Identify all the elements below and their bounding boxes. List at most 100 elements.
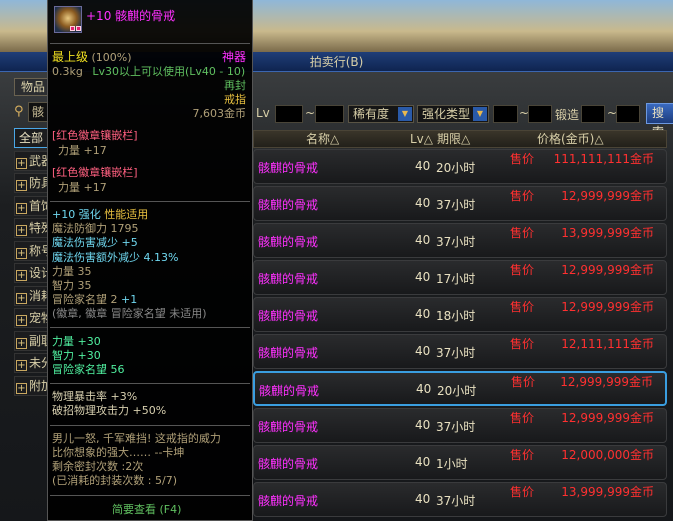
item-period: 18小时 (436, 309, 476, 323)
level-requirement: Lv30以上可以使用(Lv40 - 10) (92, 65, 246, 78)
sale-label: 售价 (510, 411, 535, 425)
flavor-text: 男儿一怒, 千军难挡! 这戒指的威力 (52, 432, 221, 445)
category-label: 防具 (29, 176, 47, 190)
search-input[interactable]: 骸 (28, 102, 50, 122)
table-row[interactable]: 骸麒的骨戒 40 37小时 售价 12,999,999金币 (253, 186, 667, 221)
item-name: 骸麒的骨戒 (258, 235, 319, 249)
item-level: 40 (415, 159, 431, 173)
tilde: ~ (519, 106, 530, 120)
stat-line: 力量 35 (52, 265, 92, 278)
slot-value: +17 (83, 181, 107, 194)
reseal: 再封 (224, 79, 246, 92)
rarity-dropdown[interactable]: 稀有度 ▼ (348, 105, 414, 123)
item-name: 骸麒的骨戒 (258, 457, 319, 471)
grade: 最上级 (52, 50, 89, 64)
tab-items[interactable]: 物品 (14, 78, 48, 96)
item-level: 40 (415, 418, 431, 432)
sort-lv[interactable]: Lv△ (410, 132, 434, 146)
forge-min-input[interactable] (581, 105, 605, 123)
category-item[interactable]: +附加 (14, 375, 48, 396)
forge-max-input[interactable] (616, 105, 640, 123)
category-item[interactable]: +武器 (14, 150, 48, 171)
lv-label: Lv (256, 106, 270, 120)
category-label: 副职 (29, 333, 47, 348)
category-item[interactable]: +消耗 (14, 285, 48, 306)
stat-line: 冒险家名望 2 (52, 293, 118, 306)
category-label: 消耗 (29, 288, 47, 303)
category-label: 附加 (29, 378, 47, 393)
table-row[interactable]: 骸麒的骨戒 40 37小时 售价 12,999,999金币 (253, 408, 667, 443)
expand-icon: + (16, 292, 27, 304)
item-tooltip: +10 骸麒的骨戒 最上级 (100%) 神器 0.3kg Lv30以上可以使用… (47, 0, 253, 521)
stat-line: 魔法防御力 1795 (52, 222, 139, 235)
category-item[interactable]: +特殊 (14, 218, 48, 238)
expand-icon: + (16, 225, 27, 236)
table-row[interactable]: 骸麒的骨戒 40 17小时 售价 12,999,999金币 (253, 260, 667, 295)
item-name: 骸麒的骨戒 (258, 494, 319, 508)
stat-line: 魔法伤害额外减少 4.13% (52, 251, 179, 264)
rarity-label: 稀有度 (353, 107, 390, 121)
enhance-level: +10 强化 (52, 208, 101, 221)
chevron-down-icon: ▼ (398, 107, 412, 121)
item-price: 12,999,999金币 (561, 411, 654, 425)
sale-label: 售价 (510, 448, 535, 462)
item-period: 37小时 (436, 494, 476, 508)
lv-max-input[interactable] (315, 105, 344, 123)
column-header: 名称△ Lv△ 期限△ 价格(金币)△ (253, 130, 667, 148)
special-stat: 破招物理攻击力 +50% (52, 404, 167, 417)
expand-icon: + (16, 270, 27, 281)
item-period: 20小时 (437, 384, 477, 398)
category-item[interactable]: 全部 (14, 128, 48, 148)
sort-name[interactable]: 名称△ (306, 132, 340, 146)
chevron-down-icon: ▼ (473, 107, 487, 121)
search-button[interactable]: 搜索 (646, 103, 673, 139)
enhance-min-input[interactable] (493, 105, 518, 123)
table-row[interactable]: 骸麒的骨戒 40 37小时 售价 13,999,999金币 (253, 223, 667, 258)
item-name: 骸麒的骨戒 (259, 384, 320, 398)
enhance-type-label: 强化类型 (422, 107, 471, 121)
special-stat: 物理暴击率 +3% (52, 390, 138, 403)
table-row[interactable]: 骸麒的骨戒 40 1小时 售价 12,000,000金币 (253, 445, 667, 480)
sort-price[interactable]: 价格(金币)△ (537, 132, 604, 146)
table-row[interactable]: 骸麒的骨戒 40 18小时 售价 12,999,999金币 (253, 297, 667, 332)
tilde: ~ (305, 106, 316, 120)
category-label: 全部 (18, 131, 43, 145)
brief-view-hint: 简要查看 (F4) (112, 503, 182, 516)
item-name: 骸麒的骨戒 (258, 346, 319, 360)
sale-label: 售价 (510, 485, 535, 499)
item-period: 37小时 (436, 235, 476, 249)
category-label: 称号 (29, 243, 47, 258)
category-item[interactable]: +未分 (14, 353, 48, 373)
item-price: 12,999,999金币 (560, 375, 653, 389)
category-item[interactable]: +宠物 (14, 308, 48, 328)
category-item[interactable]: +副职 (14, 330, 48, 351)
sale-label: 售价 (510, 189, 535, 203)
table-row[interactable]: 骸麒的骨戒 40 20小时 售价 12,999,999金币 (253, 371, 667, 406)
table-row[interactable]: 骸麒的骨戒 40 20小时 售价 111,111,111金币 (253, 149, 667, 184)
item-name: 骸麒的骨戒 (258, 272, 319, 286)
sort-period[interactable]: 期限△ (437, 132, 471, 146)
stat-line: 智力 35 (52, 279, 92, 292)
sale-label: 售价 (510, 263, 535, 277)
category-item[interactable]: +称号 (14, 240, 48, 261)
stat-bonus: +1 (121, 293, 138, 306)
table-row[interactable]: 骸麒的骨戒 40 37小时 售价 12,111,111金币 (253, 334, 667, 369)
table-row[interactable]: 骸麒的骨戒 40 37小时 售价 13,999,999金币 (253, 482, 667, 517)
item-level: 40 (415, 196, 431, 210)
forge-label: 锻造 (555, 108, 580, 122)
category-label: 设计 (29, 266, 47, 280)
rarity: 神器 (221, 50, 246, 64)
category-item[interactable]: +防具 (14, 173, 48, 193)
emblem-slot: [红色徽章镶嵌栏] (52, 129, 138, 142)
enhance-max-input[interactable] (528, 105, 552, 123)
item-level: 40 (415, 344, 431, 358)
seal-remaining: 剩余密封次数 :2次 (52, 460, 144, 473)
item-price: 111,111,111金币 (553, 152, 654, 166)
category-item[interactable]: +首饰 (14, 195, 48, 216)
lv-min-input[interactable] (275, 105, 303, 123)
enhance-type-dropdown[interactable]: 强化类型 ▼ (417, 105, 489, 123)
search-icon: ⚲ (14, 104, 24, 119)
tilde: ~ (607, 106, 618, 120)
ring-item-icon (54, 6, 82, 33)
category-item[interactable]: +设计 (14, 263, 48, 283)
